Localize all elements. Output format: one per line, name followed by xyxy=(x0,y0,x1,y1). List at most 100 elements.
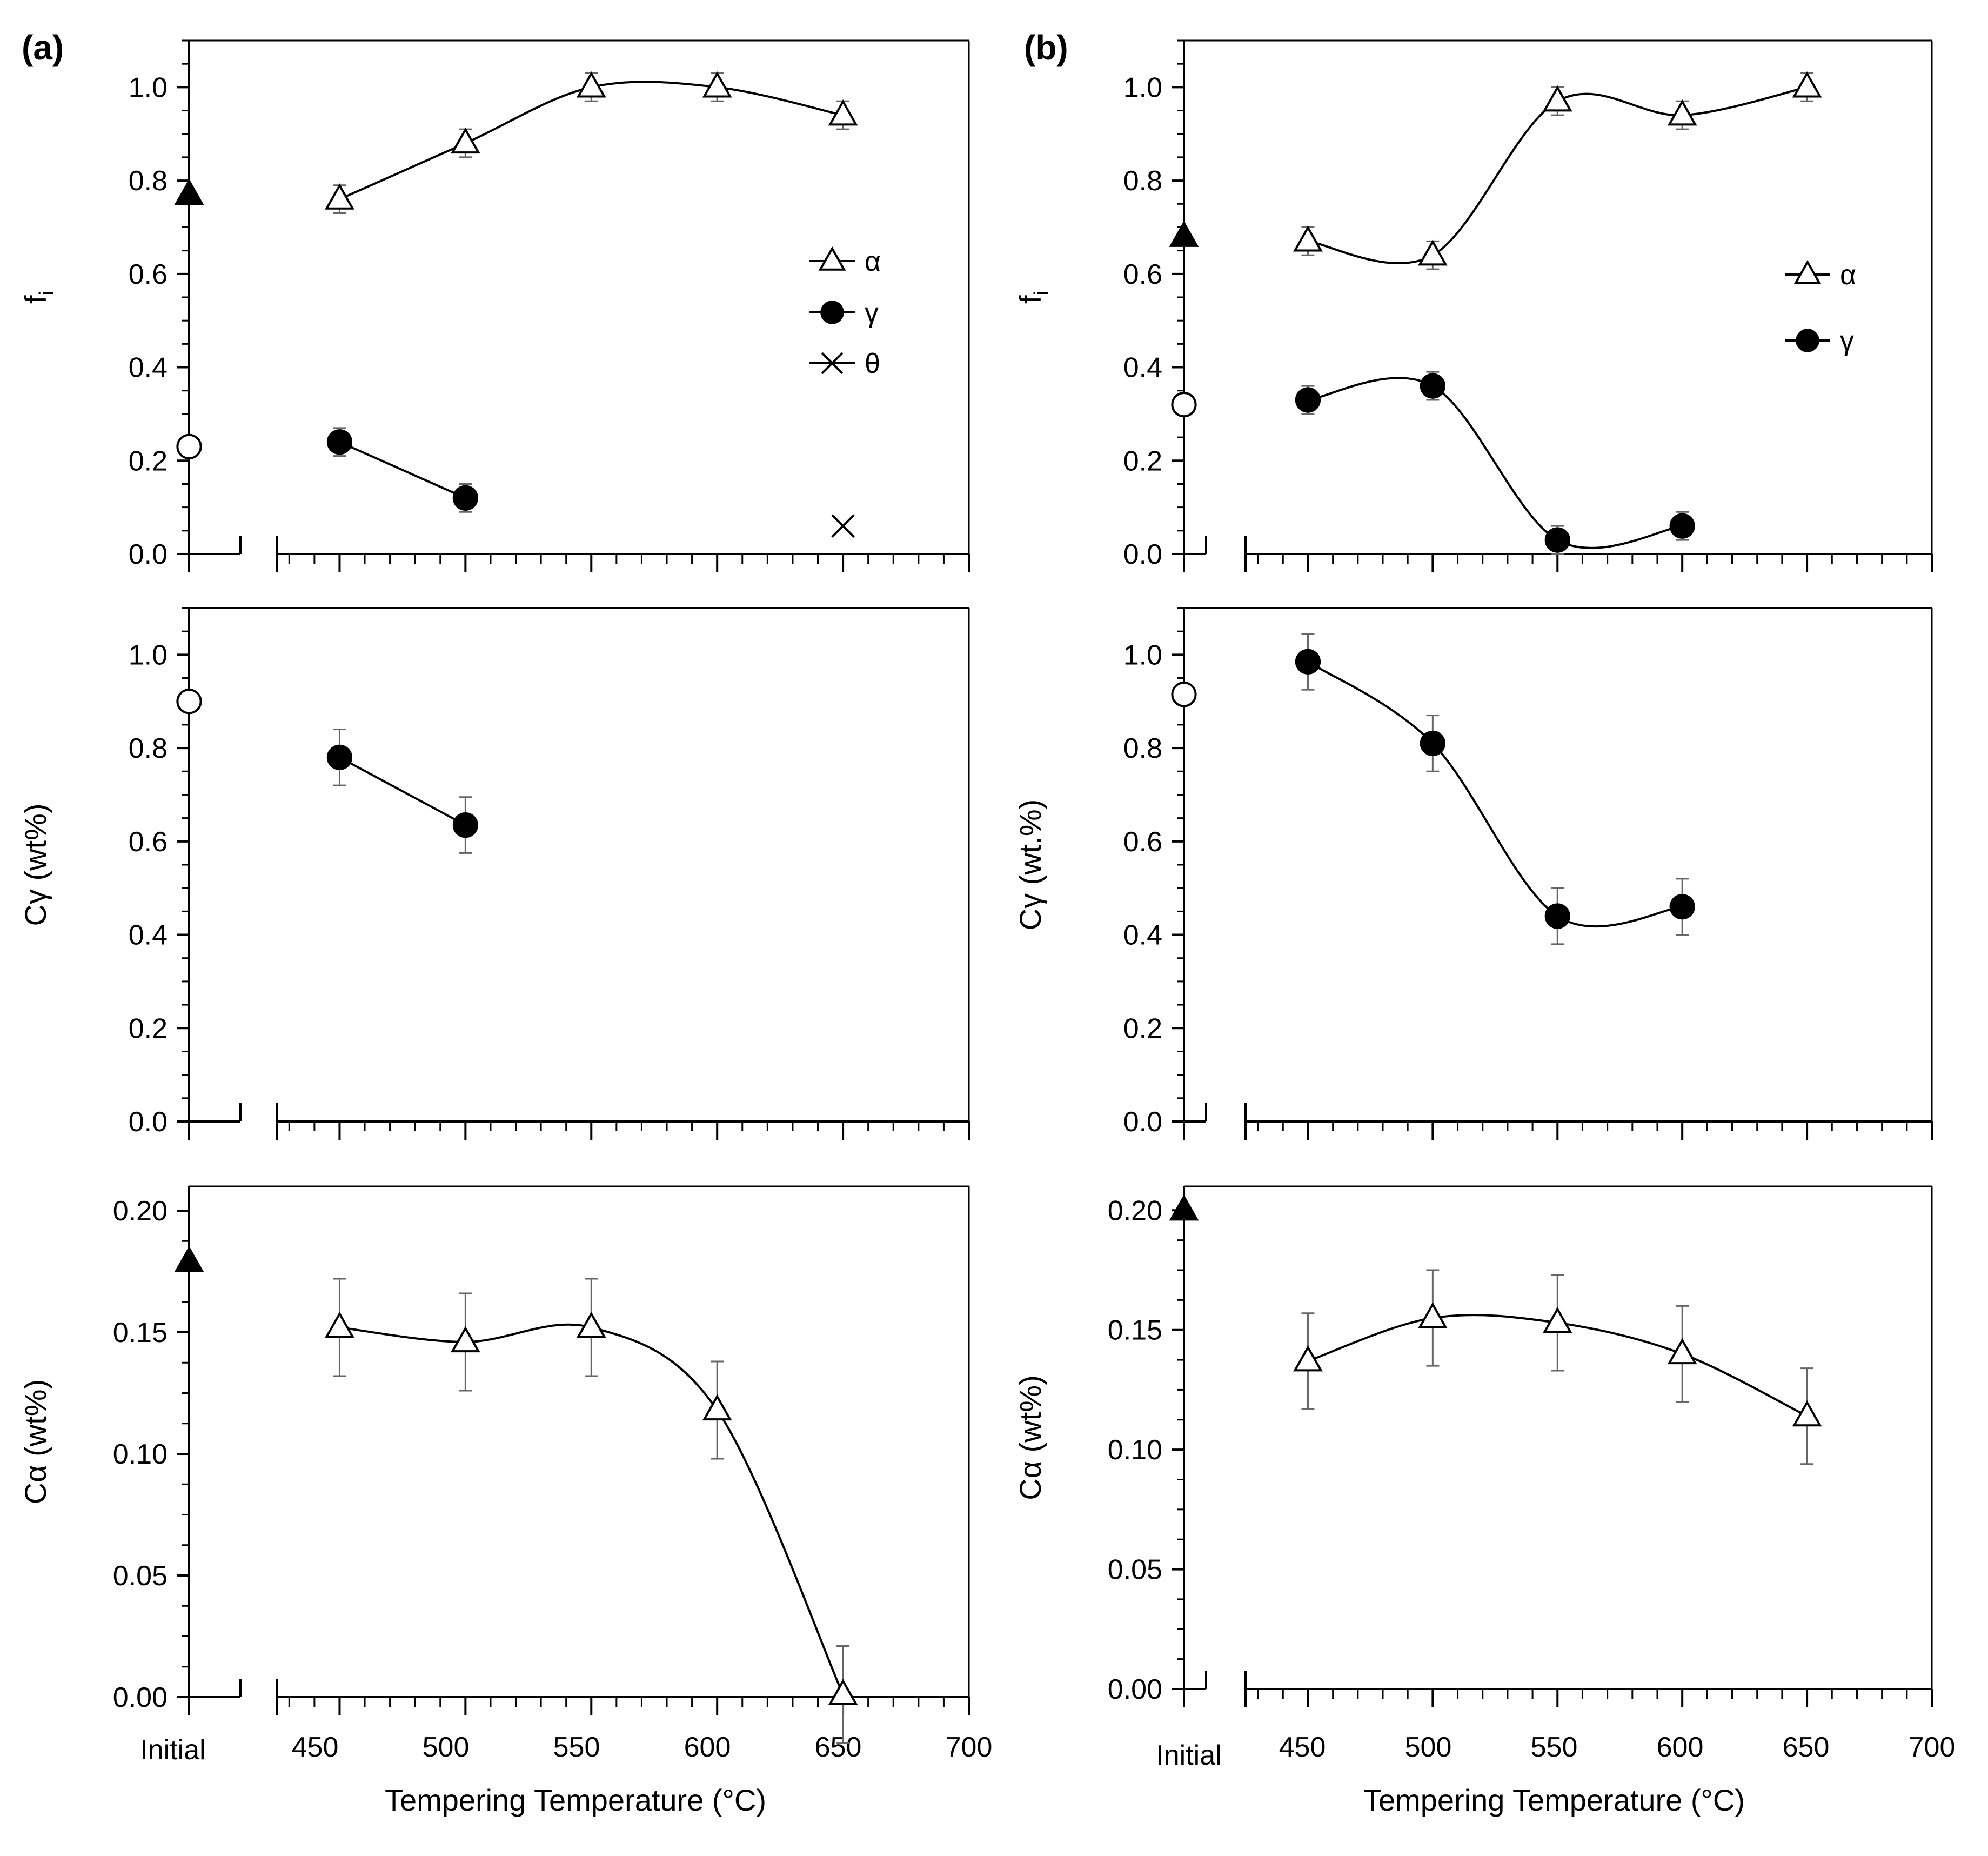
y-tick-label: 0.6 xyxy=(1123,826,1162,858)
x-tick-label-initial-a: Initial xyxy=(140,1734,205,1766)
x-tick-label: 700 xyxy=(1909,1732,1956,1763)
y-tick-label: 0.20 xyxy=(113,1196,168,1227)
series-line xyxy=(339,756,466,826)
series-line xyxy=(339,440,466,499)
legend-b-fi: αγ xyxy=(1785,259,1856,357)
data-point xyxy=(1544,527,1570,553)
legend-label: θ xyxy=(865,348,880,379)
data-point xyxy=(452,485,478,511)
y-tick-label: 0.0 xyxy=(1123,1106,1162,1138)
data-point xyxy=(828,1679,858,1705)
series-b-cgamma-0 xyxy=(1171,633,1695,945)
data-point xyxy=(1417,1302,1448,1328)
y-tick-label: 0.15 xyxy=(1108,1315,1162,1346)
y-tick-label: 0.0 xyxy=(1123,539,1162,570)
y-tick-label: 0.05 xyxy=(1108,1554,1162,1586)
y-tick-label: 0.00 xyxy=(113,1682,168,1713)
legend-marker xyxy=(1796,329,1819,352)
initial-data-point xyxy=(174,1246,204,1272)
x-tick-label: 500 xyxy=(1405,1732,1452,1763)
y-tick-label: 0.4 xyxy=(129,352,168,384)
panel-label-b: (b) xyxy=(1024,28,1068,67)
y-axis-title: Cα (wt%) xyxy=(1013,1375,1047,1500)
y-tick-label: 0.05 xyxy=(113,1560,168,1592)
y-axis-title-subscript: i xyxy=(36,291,58,295)
data-point xyxy=(1293,225,1323,252)
data-point xyxy=(1792,1400,1822,1427)
y-tick-label: 1.0 xyxy=(1123,639,1162,671)
initial-data-point xyxy=(1169,221,1199,247)
data-point xyxy=(1792,71,1822,98)
initial-data-point xyxy=(1169,1194,1199,1221)
legend-marker xyxy=(820,301,844,324)
initial-data-point xyxy=(1171,392,1197,418)
y-tick-label: 0.10 xyxy=(113,1439,168,1470)
series-b-fi-1 xyxy=(1171,371,1695,555)
y-tick-label: 0.6 xyxy=(129,259,168,290)
y-tick-label: 0.10 xyxy=(1108,1434,1162,1466)
data-point xyxy=(1669,513,1695,539)
legend-a-fi: αγθ xyxy=(809,246,881,379)
y-tick-label: 0.2 xyxy=(129,1013,168,1044)
series-line xyxy=(1308,377,1683,549)
data-point xyxy=(1420,373,1445,399)
y-axis-title-subscript: i xyxy=(1030,291,1053,295)
data-point xyxy=(450,1326,480,1353)
chart-panel-b-calpha: 0.00 0.05 0.10 0.15 0.20 Cα (wt%) xyxy=(1013,1185,1933,1707)
data-point xyxy=(1542,1307,1572,1333)
series-line xyxy=(1307,660,1683,928)
x-axis-title-b: Tempering Temperature (°C) xyxy=(1363,1783,1745,1817)
initial-data-point xyxy=(176,689,202,715)
y-tick-label: 0.15 xyxy=(113,1317,168,1348)
x-tick-label: 600 xyxy=(684,1732,731,1763)
y-tick-label: 0.0 xyxy=(129,539,168,570)
x-tick-label: 700 xyxy=(946,1732,993,1763)
y-tick-label: 0.6 xyxy=(1123,259,1162,290)
x-tick-label: 550 xyxy=(553,1732,600,1763)
x-tick-label: 450 xyxy=(292,1732,339,1763)
data-point xyxy=(702,71,732,98)
y-tick-label: 1.0 xyxy=(1123,72,1162,103)
chart-panel-b-cgamma: 0.0 0.2 0.4 0.6 0.8 1.0 Cγ (wt.%) xyxy=(1013,607,1933,1140)
data-point xyxy=(1293,1345,1323,1372)
legend-marker xyxy=(818,246,846,271)
y-axis-title-main: f xyxy=(1013,295,1047,304)
y-tick-label: 0.4 xyxy=(1123,352,1162,384)
panel-label-a: (a) xyxy=(22,28,64,67)
y-tick-label: 0.4 xyxy=(1123,920,1162,951)
legend-marker xyxy=(1793,259,1822,284)
series-b-fi-0 xyxy=(1169,71,1822,270)
chart-panel-a-cgamma: 0.0 0.2 0.4 0.6 0.8 1.0 Cγ (wt%) xyxy=(18,607,970,1140)
data-point xyxy=(576,71,606,98)
x-tick-label: 450 xyxy=(1279,1732,1326,1763)
y-axis-title-main: Cγ (wt.%) xyxy=(1013,799,1047,931)
data-point xyxy=(1420,730,1445,757)
legend-label: γ xyxy=(865,297,879,329)
x-tick-label: 600 xyxy=(1657,1732,1704,1763)
y-axis-title: Cα (wt%) xyxy=(18,1379,52,1504)
y-axis-title: Cγ (wt.%) xyxy=(1013,799,1047,931)
y-tick-label: 0.8 xyxy=(129,165,168,197)
y-axis-title-main: Cγ (wt%) xyxy=(18,803,52,926)
data-point xyxy=(325,183,354,210)
x-tick-labels-b: 450 500 550 600 650 700 xyxy=(1279,1732,1956,1763)
y-tick-label: 0.8 xyxy=(1123,165,1162,197)
y-tick-label: 1.0 xyxy=(129,639,168,671)
y-axis-title: Cγ (wt%) xyxy=(18,803,52,926)
data-point xyxy=(828,99,858,126)
y-axis-title-main: Cα (wt%) xyxy=(1013,1375,1047,1500)
data-point xyxy=(452,812,478,838)
legend-label: α xyxy=(865,246,881,277)
y-axis-title: fi xyxy=(1013,291,1053,304)
series-a-calpha-0 xyxy=(174,1246,858,1744)
legend-marker xyxy=(821,352,844,375)
y-tick-label: 0.00 xyxy=(1108,1674,1162,1705)
data-point xyxy=(1417,239,1448,266)
data-point xyxy=(576,1311,606,1338)
x-axis-title-a: Tempering Temperature (°C) xyxy=(385,1783,766,1817)
data-point xyxy=(450,127,480,154)
data-point xyxy=(1542,85,1572,112)
y-tick-label: 0.4 xyxy=(129,920,168,951)
